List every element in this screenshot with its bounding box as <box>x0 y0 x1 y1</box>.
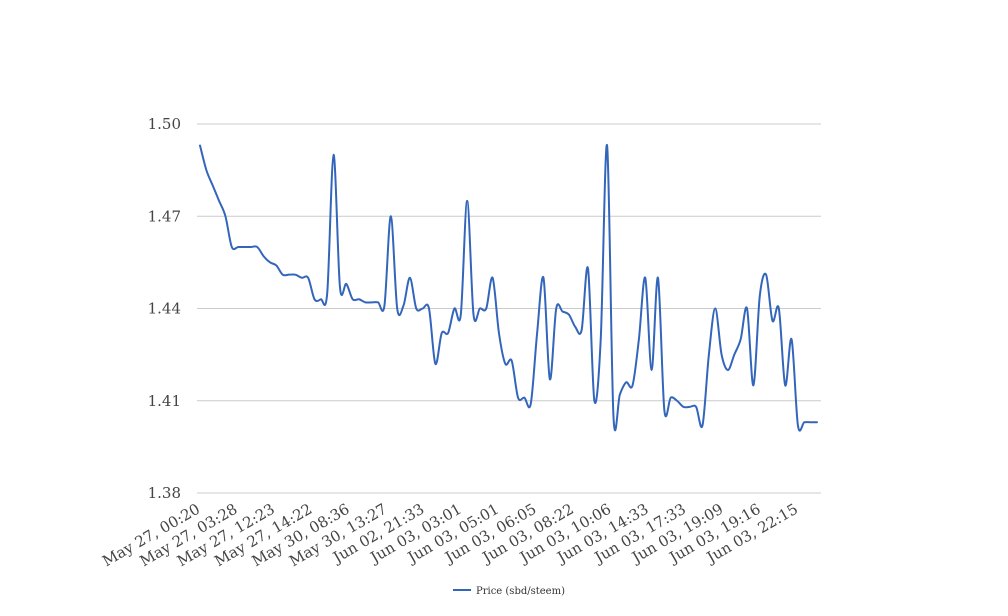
series-lines <box>199 144 818 432</box>
y-tick-label: 1.38 <box>148 484 181 502</box>
legend-label-price: Price (sbd/steem) <box>476 586 565 597</box>
y-axis-tick-labels: 1.38 1.41 1.44 1.47 1.50 <box>148 115 181 502</box>
gridlines <box>197 123 821 494</box>
y-tick-label: 1.47 <box>148 207 181 225</box>
legend: Price (sbd/steem) <box>453 586 565 597</box>
y-tick-label: 1.41 <box>148 392 181 410</box>
y-tick-label: 1.50 <box>148 115 181 133</box>
series-line-price <box>199 144 818 432</box>
y-tick-label: 1.44 <box>148 300 181 318</box>
